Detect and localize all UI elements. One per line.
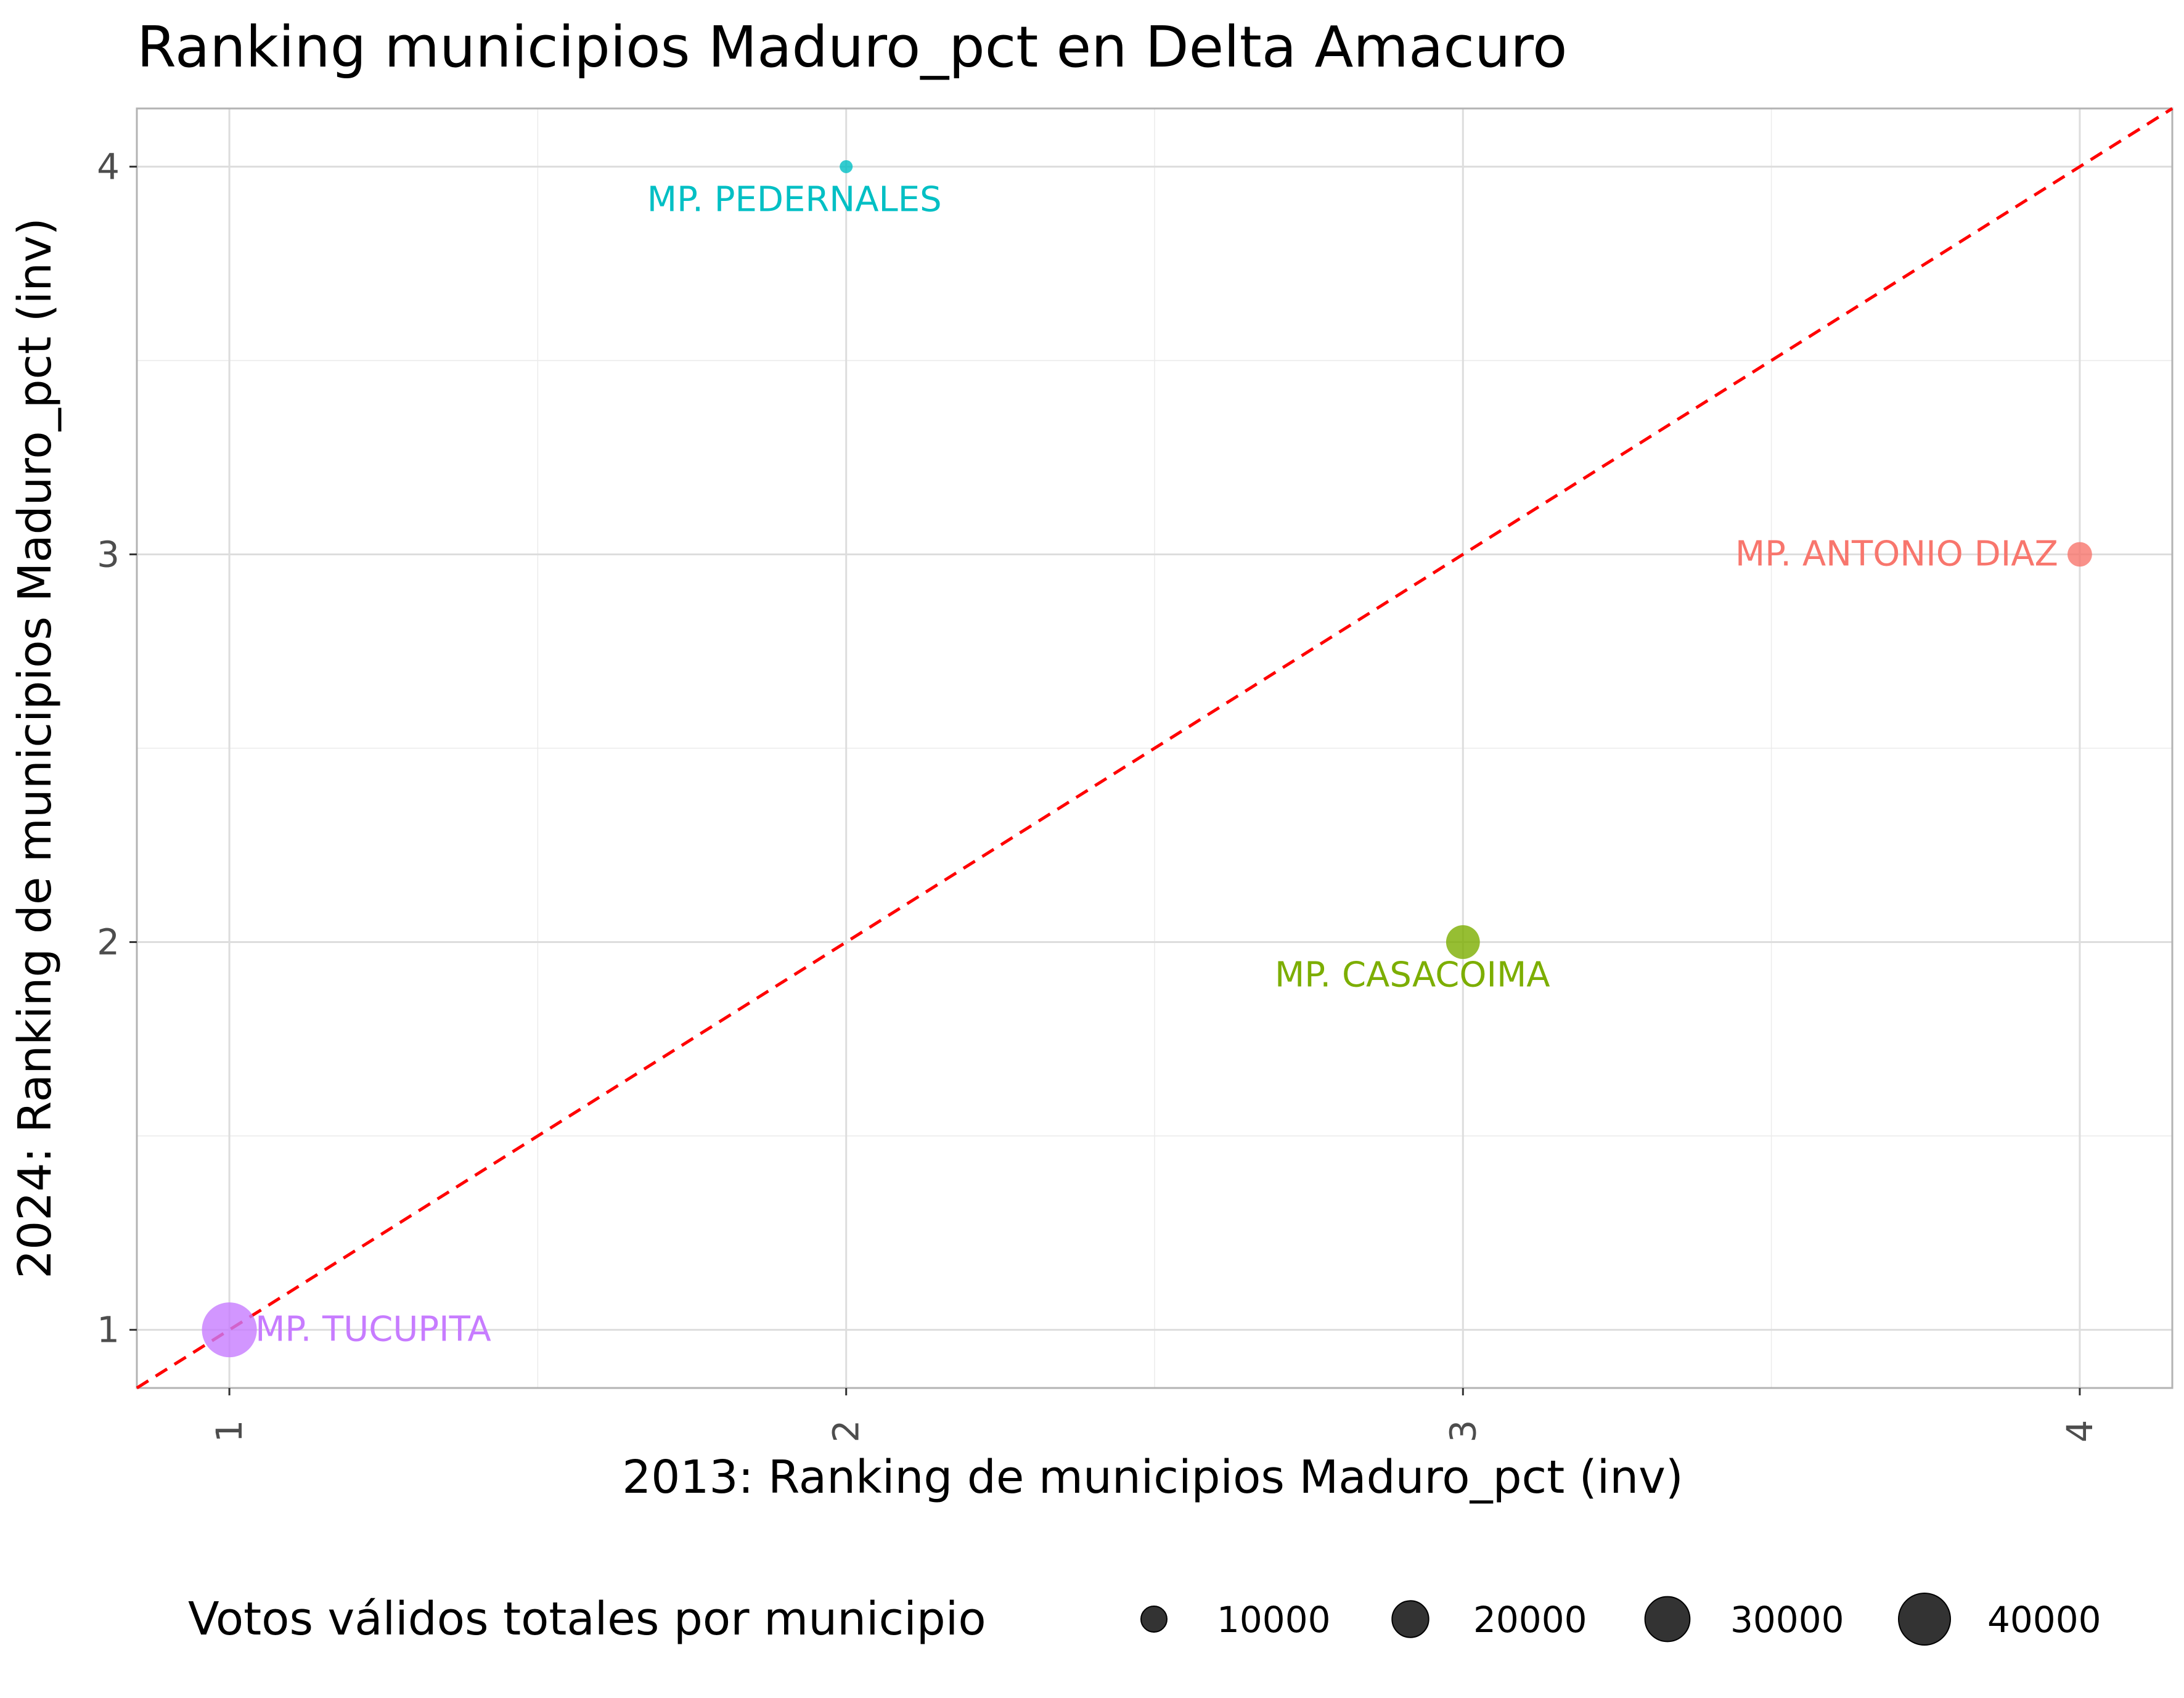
size-legend: Votos válidos totales por municipio 1000… [188,1593,2101,1646]
y-tick-label: 3 [97,533,120,575]
y-tick-label: 2 [97,921,120,963]
data-point-labels: MP. ANTONIO DIAZ MP. CASACOIMA MP. PEDERNA… [255,179,2058,1349]
x-tick-label: 1 [208,1420,250,1443]
legend-label: 40000 [1987,1599,2101,1641]
data-point [840,160,853,173]
x-axis-ticks: 1 2 3 4 [208,1388,2101,1442]
legend-size-key [1644,1596,1691,1643]
identity-reference-line [136,107,2174,1390]
data-point [1446,925,1480,959]
legend-title: Votos válidos totales por municipio [188,1593,986,1646]
data-point [202,1302,257,1358]
data-points [202,160,2092,1358]
x-tick-label: 3 [1442,1420,1484,1443]
y-tick-label: 1 [97,1309,120,1351]
x-axis-title: 2013: Ranking de municipios Maduro_pct (… [622,1451,1683,1504]
data-point-label: MP. ANTONIO DIAZ [1735,534,2058,574]
data-point-label: MP. TUCUPITA [255,1310,491,1350]
legend-size-key [1391,1600,1429,1638]
legend-size-key [1898,1593,1951,1646]
x-tick-label: 2 [825,1420,867,1443]
data-point-label: MP. PEDERNALES [647,179,942,219]
data-point-label: MP. CASACOIMA [1275,955,1550,995]
data-point [2067,542,2092,567]
legend-label: 20000 [1473,1599,1587,1641]
x-tick-label: 4 [2059,1420,2101,1443]
identity-line [136,107,2174,1390]
y-tick-label: 4 [97,145,120,187]
legend-label: 30000 [1730,1599,1844,1641]
legend-label: 10000 [1217,1599,1331,1641]
chart-title: Ranking municipios Maduro_pct en Delta A… [137,14,1567,80]
legend-items: 10000 20000 30000 40000 [1140,1593,2101,1646]
plot-panel-border [136,107,2174,1389]
y-axis-title: 2024: Ranking de municipios Maduro_pct (… [9,218,62,1279]
grid-major [137,108,2172,1388]
y-axis-ticks: 1 2 3 4 [97,145,137,1351]
legend-size-key [1140,1606,1168,1633]
